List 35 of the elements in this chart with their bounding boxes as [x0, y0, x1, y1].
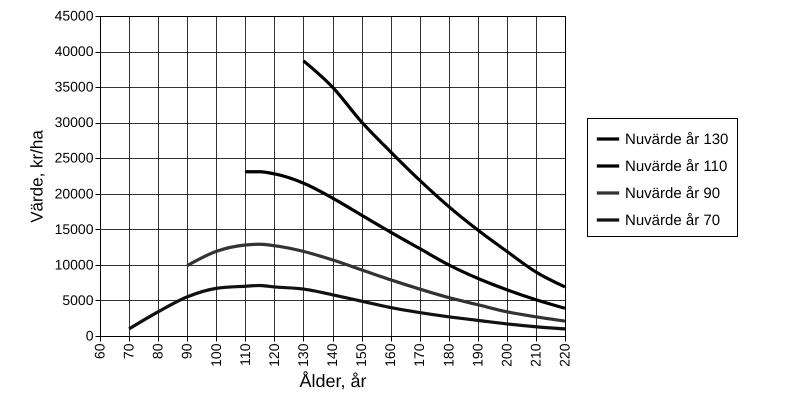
x-tick-label: 70	[120, 343, 137, 360]
x-tick-label: 100	[208, 343, 224, 367]
y-tick-label: 0	[86, 328, 94, 344]
legend-label: Nuvärde år 70	[625, 212, 720, 229]
y-tick-label: 10000	[54, 256, 94, 272]
x-tick-label: 110	[236, 343, 253, 366]
y-tick-label: 40000	[54, 43, 94, 60]
x-tick-label: 160	[382, 343, 398, 367]
x-tick-label: 220	[556, 343, 572, 367]
y-tick-label: 20000	[54, 185, 94, 202]
x-tick-label: 210	[527, 343, 544, 367]
x-tick-label: 150	[353, 343, 370, 367]
line-series	[127, 284, 567, 330]
x-tick-label: 190	[469, 343, 486, 367]
y-tick-label: 35000	[54, 78, 94, 95]
legend-label: Nuvärde år 110	[625, 158, 728, 175]
x-tick-label: 180	[440, 343, 456, 367]
y-axis-title: Värde, kr/ha	[28, 130, 47, 223]
x-tick-label: 60	[92, 343, 108, 360]
x-tick-label: 170	[411, 343, 428, 367]
legend-label: Nuvärde år 90	[625, 185, 720, 202]
y-tick-label: 30000	[54, 114, 94, 130]
y-tick-label: 5000	[62, 292, 94, 308]
x-tick-label: 80	[150, 343, 166, 360]
x-tick-label: 140	[324, 343, 340, 367]
y-tick-label: 45000	[54, 8, 94, 24]
legend-label: Nuvärde år 130	[625, 131, 728, 148]
x-tick-label: 90	[178, 343, 195, 360]
x-tick-label: 200	[498, 343, 514, 367]
y-tick-label: 15000	[54, 220, 94, 237]
x-tick-label: 120	[266, 343, 282, 367]
y-tick-label: 25000	[54, 150, 94, 166]
x-tick-label: 130	[294, 343, 311, 367]
x-axis-title: Ålder, år	[299, 370, 367, 391]
line-series	[186, 242, 567, 323]
